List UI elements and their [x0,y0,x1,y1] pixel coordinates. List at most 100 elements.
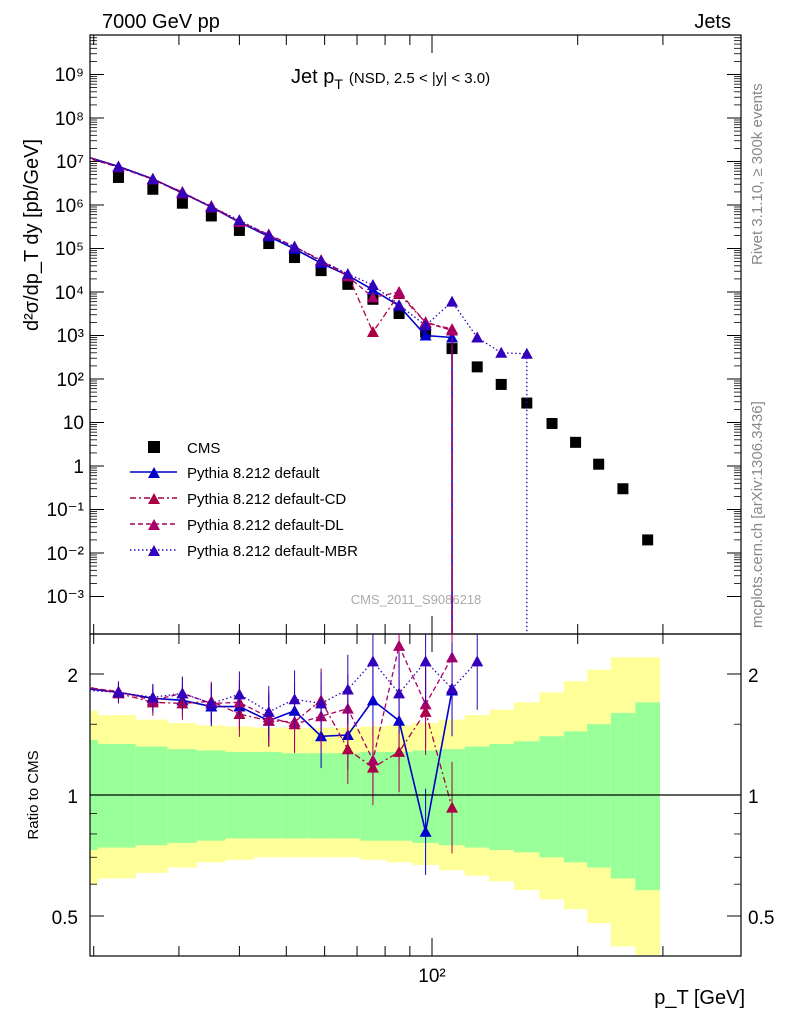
band-inner-bin [167,749,197,843]
mc-point [315,254,328,266]
mc-point [366,291,379,303]
ratio-point [341,683,354,695]
band-inner-bin [514,741,540,853]
legend-label-dl: Pythia 8.212 default-DL [187,517,344,534]
cms-point [642,534,654,546]
ratio-ytick-label: 2 [748,666,759,687]
ratio-point [471,655,484,667]
legend-marker-mbr [148,545,160,556]
cms-point [147,183,159,195]
ytick-label: 10⁻³ [47,587,85,608]
ytick-label: 10⁻¹ [47,500,85,521]
main-data-layer [90,156,654,634]
mc-point [446,295,459,307]
legend-marker-cms [148,441,160,453]
legend-marker-default [148,467,160,478]
mc-point [366,278,379,290]
cms-point [617,483,629,495]
band-inner-bin [587,724,611,868]
mc-point [419,319,432,331]
mc-point [471,331,484,343]
band-inner-bin [281,753,308,839]
mc-line [90,157,527,355]
mc-point [366,326,379,338]
ytick-label: 1 [73,457,84,478]
cms-point [570,436,582,448]
ratio-point [176,687,189,699]
mc-point [393,286,406,297]
ratio-point [341,743,354,755]
xaxis-label: p_T [GeV] [654,987,745,1009]
ytick-label: 10⁸ [55,109,84,130]
header-right: Jets [694,11,731,33]
cms-point [593,458,605,470]
band-inner-bin [97,743,136,848]
xtick-label: 10² [418,966,445,987]
ytick-label: 10³ [57,326,84,347]
legend: CMS Pythia 8.212 default Pythia 8.212 de… [130,440,358,560]
mc-point [176,186,189,198]
cms-point [471,361,483,373]
ratio-point [446,801,459,813]
ratio-data-layer [90,634,484,875]
cms-point [546,417,558,429]
analysis-watermark: CMS_2011_S9086218 [351,592,482,607]
ratio-point [315,697,328,709]
mc-point [146,173,159,185]
band-inner-bin [464,746,490,848]
ytick-label: 10⁻² [47,544,85,565]
mc-point [112,160,125,172]
ytick-label: 10⁶ [55,196,84,217]
ytick-label: 10⁷ [56,152,84,173]
ratio-point [419,655,432,667]
cms-point [315,265,327,277]
ratio-point [393,687,406,699]
band-inner-bin [489,743,515,850]
ratio-point [366,754,379,766]
ytick-label: 10⁴ [55,283,84,304]
ratio-point [419,825,432,837]
mc-point [419,329,432,341]
mc-point [495,346,508,358]
band-inner-bin [563,731,588,863]
legend-marker-dl [148,519,160,530]
mc-point [393,299,406,311]
ratio-point [446,682,459,694]
ratio-point [366,655,379,667]
ratio-ylabel: Ratio to CMS [25,750,42,839]
ratio-line [90,643,453,763]
cms-point [263,238,275,250]
mc-point [288,240,301,252]
ratio-point [393,745,406,757]
legend-label-cms: CMS [187,440,220,457]
ratio-ytick-label: 2 [67,666,78,687]
plot-title: Jet pT (NSD, 2.5 < |y| < 3.0) [291,66,490,92]
main-ylabel: d²σ/dp_T dy [pb/GeV] [21,139,43,331]
ratio-ytick-label: 0.5 [748,908,774,929]
legend-marker-cd [148,493,160,504]
mc-point [520,347,533,359]
ratio-point [146,691,159,703]
ratio-ytick-label: 0.5 [52,908,78,929]
axis-ticks [90,35,741,956]
cms-point [342,278,354,290]
ytick-label: 10⁵ [55,239,84,260]
ratio-ytick-label: 1 [67,787,78,808]
ratio-point [112,686,125,698]
band-inner-bin [635,702,661,891]
mcplots-label: mcplots.cern.ch [arXiv:1306.3436] [749,401,766,628]
cms-point [176,197,188,209]
cms-point [112,171,124,183]
mc-point [205,200,218,212]
ratio-ytick-label: 1 [748,787,759,808]
mc-point [262,229,275,241]
cms-point [393,308,405,320]
ytick-label: 10² [57,370,84,391]
ratio-point [233,688,246,700]
ratio-point [262,705,275,717]
ytick-label: 10 [63,413,84,434]
rivet-label: Rivet 3.1.10, ≥ 300k events [749,83,766,265]
legend-label-mbr: Pythia 8.212 default-MBR [187,543,358,560]
ratio-point [288,693,301,705]
